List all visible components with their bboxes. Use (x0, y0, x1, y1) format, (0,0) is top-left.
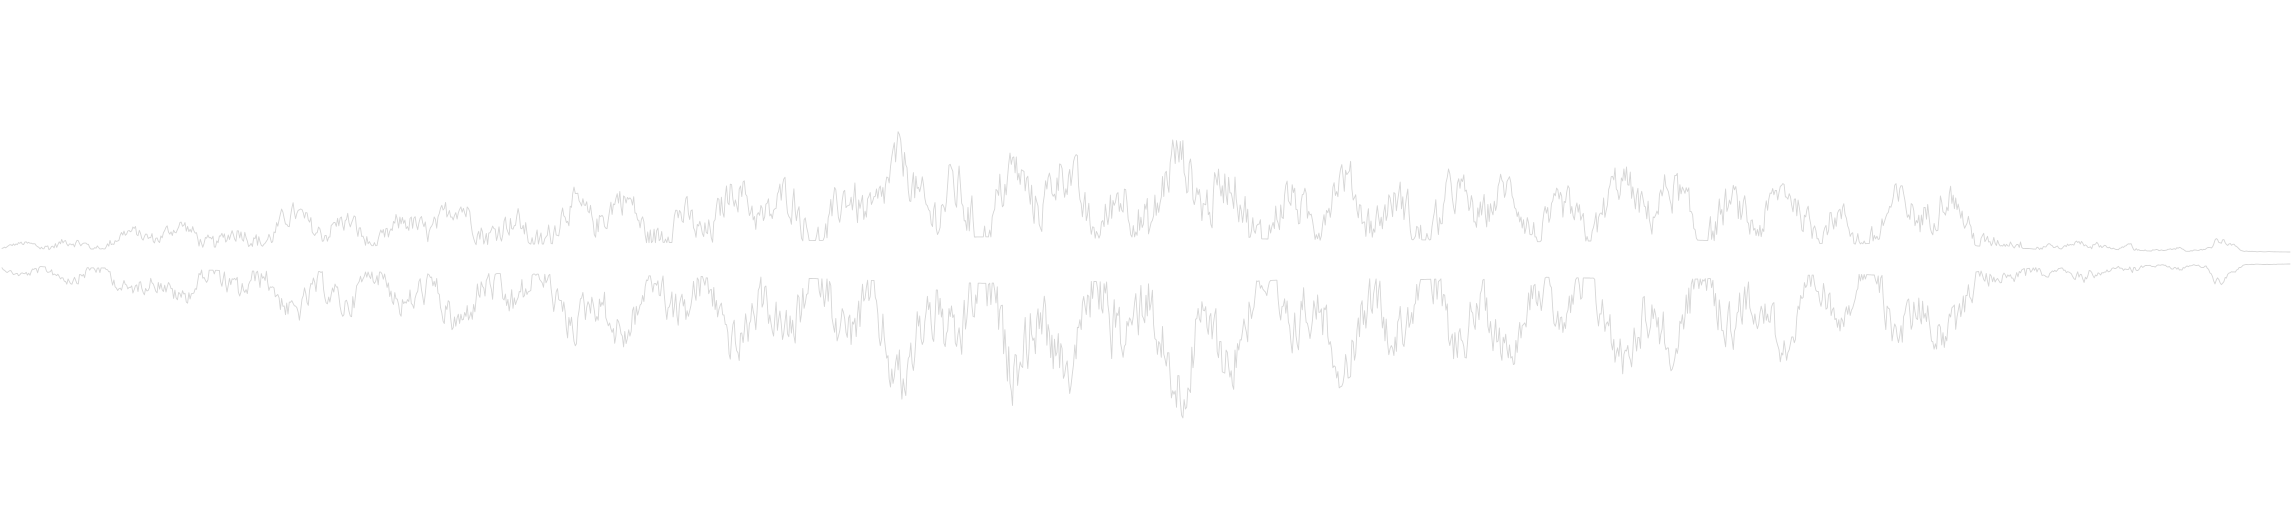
waveform-upper-trace (1, 131, 2291, 253)
waveform-lower-trace (1, 263, 2291, 419)
